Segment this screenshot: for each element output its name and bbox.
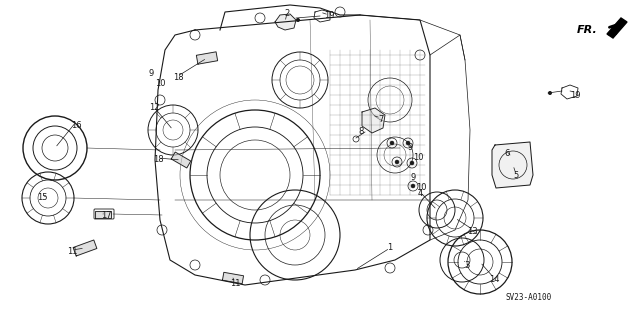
Text: 17: 17 [100,211,111,219]
Text: 13: 13 [467,226,477,235]
Text: 10: 10 [416,183,426,192]
Circle shape [390,141,394,145]
Polygon shape [607,18,627,38]
Text: 16: 16 [70,121,81,130]
Polygon shape [172,152,191,168]
Text: 9: 9 [148,69,154,78]
Text: 19: 19 [324,11,334,20]
Text: 4: 4 [417,189,422,198]
Text: 9: 9 [410,174,415,182]
Circle shape [410,161,414,165]
Text: 11: 11 [67,248,77,256]
Text: 10: 10 [155,79,165,88]
Text: 12: 12 [148,103,159,113]
Text: SV23-A0100: SV23-A0100 [505,293,551,301]
Polygon shape [275,14,296,30]
Text: 11: 11 [230,279,240,288]
Polygon shape [223,272,244,284]
Circle shape [406,141,410,145]
Text: FR.: FR. [577,25,597,35]
Text: 18: 18 [173,73,183,83]
Text: 15: 15 [36,194,47,203]
Circle shape [411,184,415,188]
Text: 1: 1 [387,243,392,253]
Polygon shape [362,108,385,133]
Text: 14: 14 [489,276,499,285]
Polygon shape [73,240,97,256]
Polygon shape [196,52,218,64]
Text: 2: 2 [284,10,290,19]
Text: 6: 6 [504,149,509,158]
Polygon shape [492,142,533,188]
Text: 18: 18 [153,155,163,165]
Text: 10: 10 [413,153,423,162]
Text: 7: 7 [378,115,384,124]
Polygon shape [95,211,111,218]
Circle shape [548,91,552,95]
Circle shape [296,18,300,22]
Text: 8: 8 [358,128,364,137]
Text: 19: 19 [570,91,580,100]
Text: 9: 9 [408,144,413,152]
Circle shape [395,160,399,164]
Text: 3: 3 [464,261,470,270]
Text: 5: 5 [513,172,518,181]
